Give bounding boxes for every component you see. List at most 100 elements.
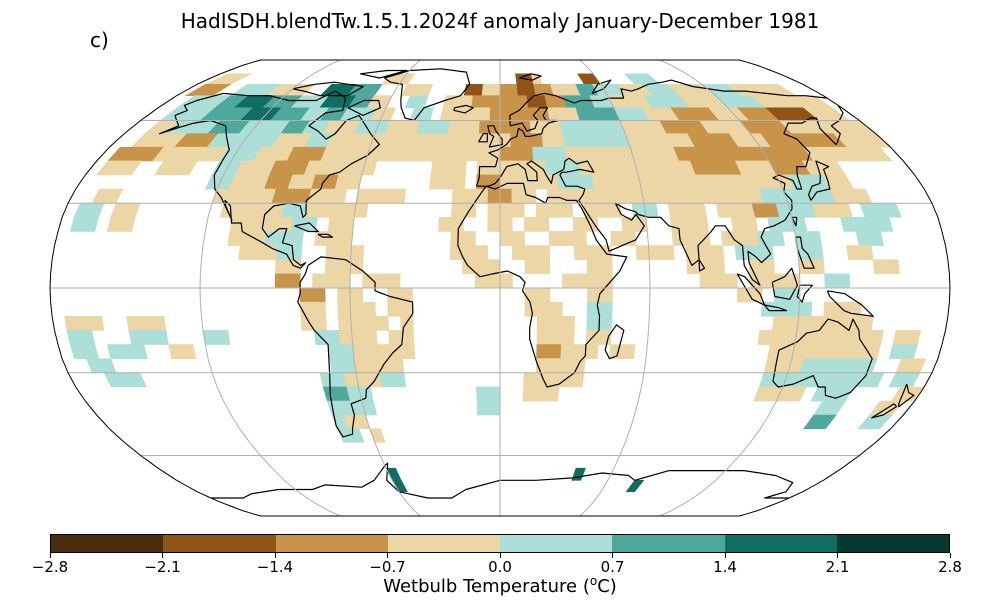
anomaly-cell <box>685 245 725 261</box>
anomaly-cell <box>66 330 96 345</box>
anomaly-cell <box>338 160 378 176</box>
anomaly-cell <box>522 386 560 402</box>
colorbar-tick-label: 2.1 <box>825 558 850 576</box>
coastline <box>795 236 815 269</box>
anomaly-cell <box>388 330 415 345</box>
anomaly-cell <box>667 202 708 218</box>
anomaly-cell <box>587 273 613 289</box>
anomaly-cell <box>813 400 847 416</box>
anomaly-cell <box>404 95 429 109</box>
anomaly-cell <box>438 217 464 232</box>
anomaly-cell <box>384 120 421 134</box>
anomaly-cell <box>228 174 271 190</box>
colorbar-tick-label: 0.7 <box>600 558 625 576</box>
colorbar-tick <box>162 553 163 558</box>
anomaly-cell <box>895 358 927 374</box>
anomaly-cell <box>96 160 143 176</box>
anomaly-cell <box>548 231 587 246</box>
colorbar-segment <box>612 535 725 552</box>
coastline <box>736 273 766 306</box>
anomaly-cell <box>541 133 566 148</box>
anomaly-cell <box>327 217 355 232</box>
colorbar <box>50 534 950 553</box>
graticule <box>50 59 950 517</box>
anomaly-cell <box>254 217 294 232</box>
anomaly-cell <box>337 315 389 331</box>
coastline <box>384 68 471 122</box>
anomaly-cell <box>432 146 468 162</box>
anomaly-cell <box>586 301 613 317</box>
anomaly-cell <box>803 414 837 430</box>
anomaly-cell <box>469 107 491 121</box>
anomaly-cell <box>499 120 532 134</box>
anomaly-cell <box>235 188 277 204</box>
colorbar-tick-label: −1.4 <box>256 558 294 576</box>
anomaly-cell <box>387 146 436 162</box>
anomaly-cell <box>734 245 775 261</box>
anomaly-cell <box>481 83 501 96</box>
anomaly-cell <box>439 107 472 121</box>
anomaly-cell <box>711 188 765 204</box>
anomaly-cell <box>311 174 340 190</box>
anomaly-cell <box>535 358 574 374</box>
coastline <box>826 290 874 317</box>
coastline <box>519 73 542 81</box>
anomaly-cell <box>510 133 544 148</box>
anomaly-cell <box>840 344 881 359</box>
coastline <box>347 99 381 116</box>
anomaly-cell <box>536 344 562 359</box>
anomaly-cell <box>202 330 231 345</box>
anomaly-cell <box>892 330 922 345</box>
anomaly-cell <box>153 160 199 176</box>
colorbar-tick <box>49 553 51 558</box>
anomaly-cell <box>758 372 801 388</box>
anomaly-cell <box>706 174 760 190</box>
anomaly-cell <box>428 174 466 190</box>
coastline <box>604 324 625 360</box>
anomaly-cell <box>794 188 837 204</box>
anomaly-cell <box>353 358 381 374</box>
colorbar-segment <box>724 535 837 552</box>
anomaly-cell <box>751 202 781 218</box>
anomaly-cell <box>597 146 635 162</box>
anomaly-cell <box>559 120 595 134</box>
anomaly-cell <box>626 174 666 190</box>
anomaly-cell <box>499 95 529 109</box>
anomaly-cell <box>690 160 743 176</box>
anomaly-cell <box>322 386 351 402</box>
anomaly-cell <box>575 107 621 121</box>
anomaly-cell <box>103 372 147 388</box>
anomaly-cell <box>840 217 894 232</box>
coastline <box>808 160 831 201</box>
colorbar-tick-label: 1.4 <box>713 558 737 576</box>
anomaly-cell <box>699 273 738 289</box>
anomaly-cell <box>462 259 501 275</box>
colorbar-tick <box>612 553 613 558</box>
anomaly-cell <box>859 202 902 218</box>
globe-outline <box>49 59 951 517</box>
anomaly-cell <box>499 231 526 246</box>
anomaly-cell <box>578 160 616 176</box>
coastline <box>791 216 798 227</box>
anomaly-cell <box>635 245 675 261</box>
coastline <box>772 318 873 399</box>
coastline <box>796 284 813 303</box>
coastline <box>764 304 788 312</box>
anomaly-cell <box>609 344 636 359</box>
anomaly-cell <box>447 120 481 134</box>
anomaly-cell <box>358 133 407 148</box>
anomaly-cell <box>314 330 341 345</box>
anomaly-cell <box>274 273 301 289</box>
anomaly-cell <box>763 358 805 374</box>
anomaly-cell <box>353 120 391 134</box>
anomaly-cell <box>487 202 525 218</box>
anomaly-cell <box>676 188 717 204</box>
anomaly-cell <box>499 83 519 96</box>
colorbar-tick <box>499 553 501 558</box>
anomaly-cell <box>337 301 376 317</box>
panel-label: c) <box>90 28 109 52</box>
anomaly-cell <box>73 202 105 218</box>
anomaly-cell <box>774 287 801 303</box>
anomaly-cell <box>619 120 668 134</box>
anomaly-cell <box>128 330 169 345</box>
